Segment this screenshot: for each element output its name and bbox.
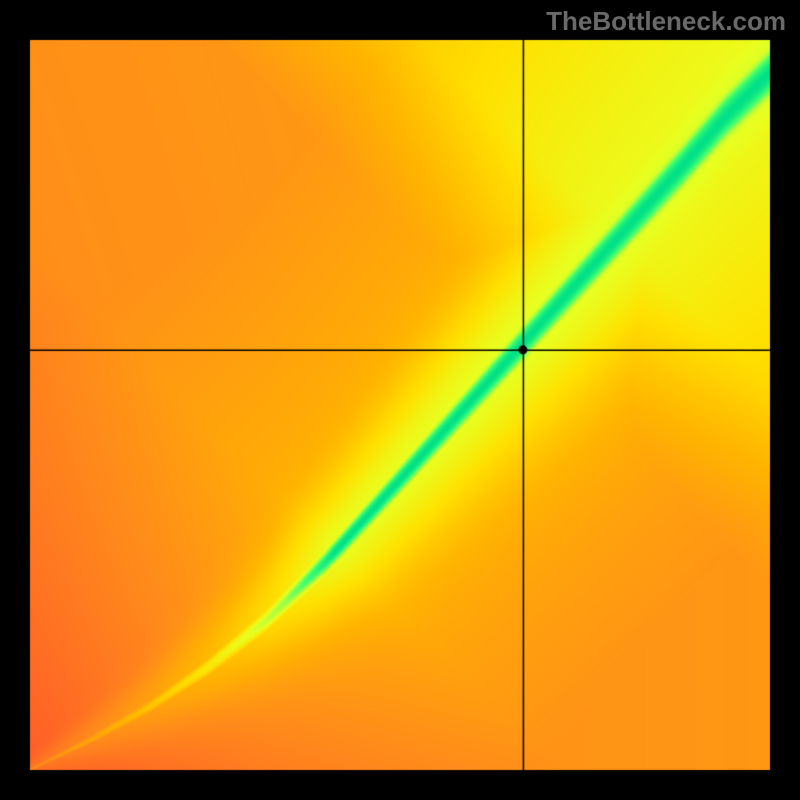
bottleneck-heatmap [0, 0, 800, 800]
watermark-text: TheBottleneck.com [546, 6, 786, 37]
